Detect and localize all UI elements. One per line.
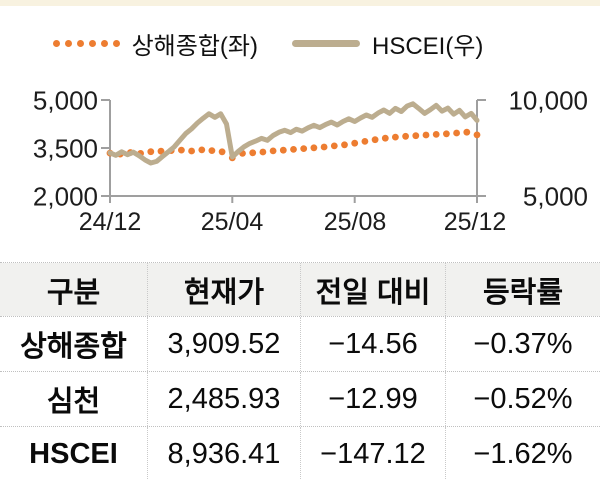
shanghai-dotted-marker: [52, 39, 120, 47]
row-name: 심천: [46, 386, 101, 418]
row-pct: −0.52%: [445, 372, 600, 426]
hscei-line-marker: [291, 39, 360, 47]
legend-label-shanghai: 상해종합(좌): [131, 32, 258, 60]
header-gubun: 구분: [46, 276, 101, 309]
row-name: HSCEI: [29, 437, 118, 470]
row-name: 상해종합: [20, 331, 127, 363]
x-axis-labels: 24/12 25/04 25/08 25/12: [79, 208, 507, 236]
x-tick-2412: 24/12: [79, 208, 142, 236]
legend-item-hscei: HSCEI(우): [291, 26, 484, 61]
legend-item-shanghai: 상해종합(좌): [52, 26, 258, 61]
row-pct: −1.62%: [445, 427, 600, 480]
row-change: −14.56: [300, 317, 445, 371]
left-tick-2000: 2,000: [33, 182, 98, 212]
left-axis-labels: 5,000 3,500 2,000: [33, 86, 98, 212]
right-tick-10000: 10,000: [508, 86, 588, 116]
table-row-shenzhen: 심천 2,485.93 −12.99 −0.52%: [0, 371, 600, 426]
row-change: −147.12: [300, 427, 445, 480]
table-header-row: 구분 현재가 전일 대비 등락률: [0, 263, 600, 316]
row-price: 3,909.52: [147, 317, 300, 371]
legend-label-hscei: HSCEI(우): [371, 32, 484, 60]
right-axis-labels: 10,000 5,000: [508, 86, 588, 212]
hscei-series-line: [107, 101, 480, 166]
left-tick-5000: 5,000: [33, 86, 98, 116]
index-line-chart: 5,000 3,500 2,000 10,000 5,000 24/12 25/…: [0, 78, 600, 248]
header-pct: 등락률: [445, 263, 600, 316]
header-price: 현재가: [147, 263, 300, 316]
x-tick-2508: 25/08: [324, 208, 387, 236]
chart-legend: 상해종합(좌) HSCEI(우): [0, 24, 568, 62]
x-tick-2512: 25/12: [444, 208, 507, 236]
table-row-hscei: HSCEI 8,936.41 −147.12 −1.62%: [0, 426, 600, 480]
x-tick-2504: 25/04: [201, 208, 264, 236]
header-change: 전일 대비: [300, 263, 445, 316]
row-change: −12.99: [300, 372, 445, 426]
row-price: 2,485.93: [147, 372, 300, 426]
table-row-shanghai: 상해종합 3,909.52 −14.56 −0.37%: [0, 316, 600, 371]
top-accent-strip: [0, 0, 600, 6]
right-tick-5000: 5,000: [523, 182, 588, 212]
row-pct: −0.37%: [445, 317, 600, 371]
row-price: 8,936.41: [147, 427, 300, 480]
index-summary-table: 구분 현재가 전일 대비 등락률 상해종합 3,909.52 −14.56 −0…: [0, 262, 600, 480]
left-tick-3500: 3,500: [33, 134, 98, 164]
